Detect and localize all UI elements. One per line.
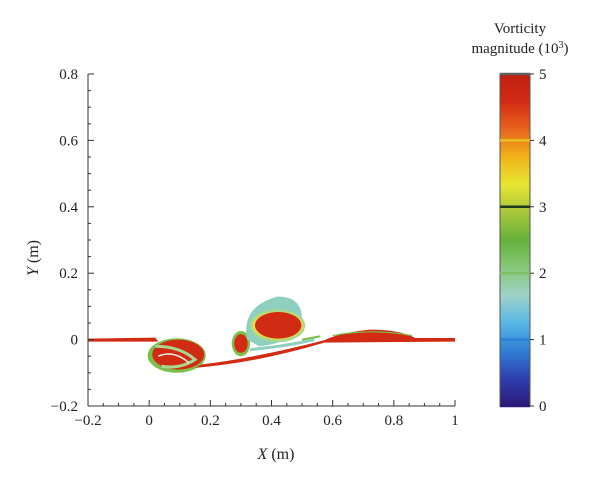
colorbar-tick-label: 2	[539, 266, 547, 282]
small-filament	[301, 335, 321, 341]
x-tick-label: 0.2	[201, 413, 220, 429]
colorbar-title-line2: magnitude (103)	[471, 40, 568, 58]
x-axis-ticks: −0.2 0 0.2 0.4 0.6 0.8 1	[74, 400, 459, 429]
left-vortex-streak	[158, 353, 190, 364]
colorbar-tick-label: 5	[539, 67, 547, 83]
y-tick-label: 0.6	[59, 133, 78, 149]
x-tick-label: 0	[145, 413, 153, 429]
y-tick-label: −0.2	[51, 399, 78, 415]
filament	[249, 338, 315, 352]
colorbar-tick-label: 1	[539, 333, 547, 349]
right-surface-layer	[323, 329, 455, 343]
left-surface-layer	[88, 337, 159, 342]
upper-vortex-core	[254, 312, 302, 339]
colorbar-gradient	[499, 73, 531, 407]
y-tick-label: 0.2	[59, 266, 78, 282]
y-tick-label: 0	[71, 333, 79, 349]
colorbar-tick-label: 0	[539, 399, 547, 415]
colorbar-tick-label: 4	[539, 133, 547, 149]
colorbar-tick-label: 3	[539, 200, 547, 216]
x-tick-label: −0.2	[74, 413, 101, 429]
right-surface-edge	[332, 331, 413, 337]
y-axis-ticks: −0.2 0 0.2 0.4 0.6 0.8	[51, 67, 94, 415]
plot-area: −0.2 0 0.2 0.4 0.6 0.8 1 −0.2 0 0.2 0.4 0.6 0.8	[51, 67, 459, 429]
colorbar-title-line1: Vorticity	[494, 21, 547, 37]
y-axis-label: Y (m)	[25, 240, 42, 276]
x-tick-label: 0.8	[384, 413, 403, 429]
x-tick-label: 1	[451, 413, 459, 429]
y-tick-label: 0.4	[59, 200, 78, 216]
vorticity-field	[88, 296, 455, 373]
x-tick-label: 0.4	[262, 413, 281, 429]
colorbar-contour-lines	[500, 72, 530, 408]
left-vortex-ring	[155, 344, 198, 369]
colorbar: 0 1 2 3 4 5 Vorticity magnitude (103)	[471, 21, 568, 415]
y-tick-label: 0.8	[59, 67, 78, 83]
small-vortex-core	[234, 334, 248, 353]
wake-layer	[195, 339, 327, 368]
colorbar-ticks: 0 1 2 3 4 5	[530, 67, 547, 415]
x-axis-label: X (m)	[257, 446, 295, 463]
x-tick-label: 0.6	[323, 413, 342, 429]
